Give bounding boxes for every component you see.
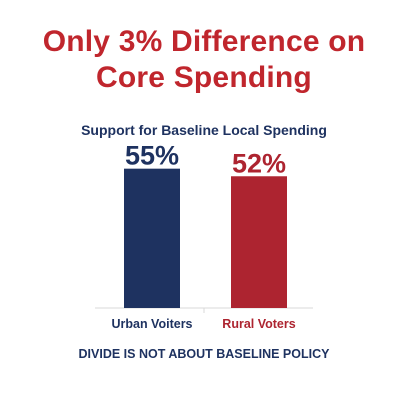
value-label-urban-voiters: 55% (125, 141, 179, 171)
chart-title-line-1: Only 3% Difference on (42, 25, 366, 58)
footer-note: DIVIDE IS NOT ABOUT BASELINE POLICY (78, 347, 330, 361)
chart-title-line-2: Core Spending (96, 61, 312, 94)
category-label-urban-voiters: Urban Voiters (111, 317, 192, 331)
chart-subtitle: Support for Baseline Local Spending (81, 122, 327, 138)
bar-rural-voters (231, 176, 287, 308)
bars-layer: 55% Urban Voiters 52% Rural Voters (111, 141, 295, 331)
bar-urban-voiters (124, 168, 180, 308)
value-label-rural-voters: 52% (232, 148, 286, 178)
category-label-rural-voters: Rural Voters (222, 317, 295, 331)
chart-title: Only 3% Difference on Core Spending (0, 24, 408, 96)
